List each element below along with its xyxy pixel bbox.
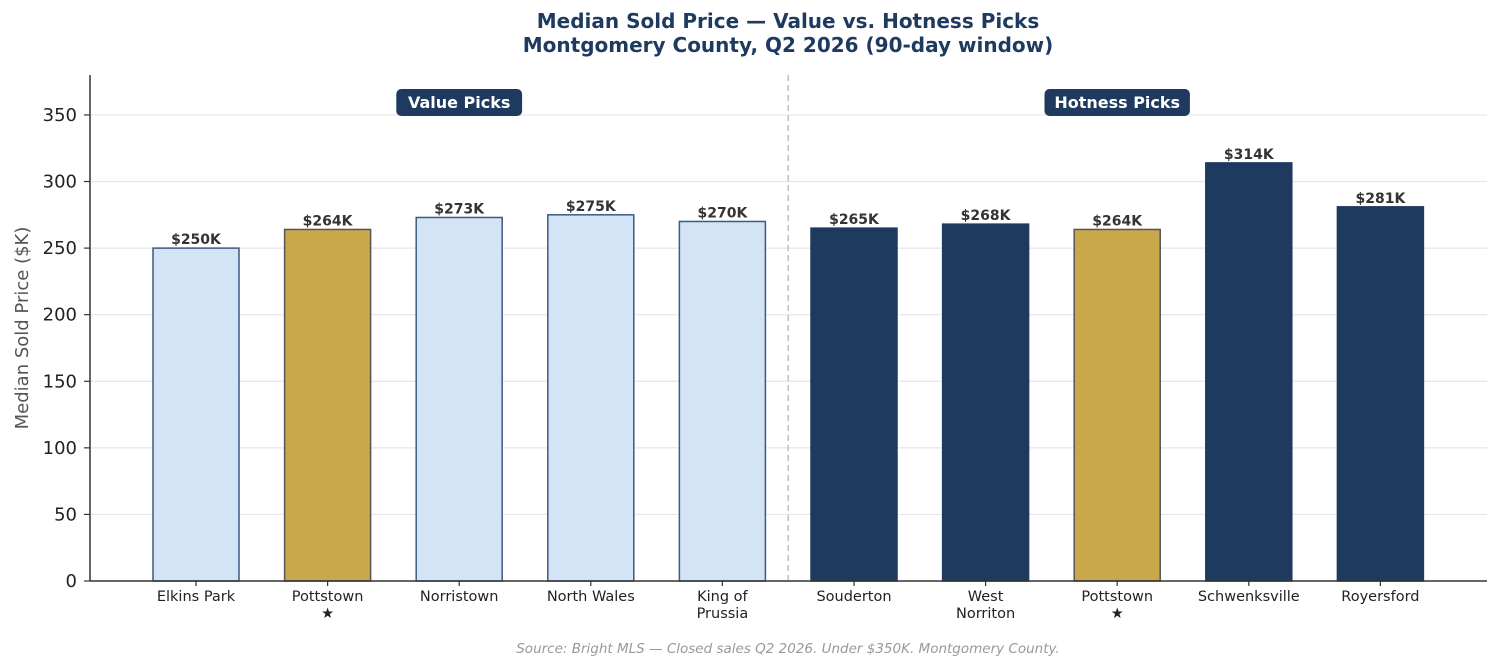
group-badge-hotness-picks-bg [1044,89,1190,116]
x-tick-label: Pottstown [292,589,364,605]
labels: 0 50 100 150 200 250 300 350 Value Picks Hotness … [43,89,1420,622]
bar [941,223,1030,582]
chart-title-line-2: Montgomery County, Q2 2026 (90-day windo… [523,33,1054,57]
y-tick-label: 200 [43,305,77,326]
bar [678,220,767,582]
group-badge-hotness-picks-label: Hotness Picks [1054,93,1180,112]
data-label: $264K [303,213,354,229]
y-tick-label: 300 [43,172,77,193]
y-axis-label: Median Sold Price ($K) [12,227,33,430]
data-label: $281K [1355,191,1406,207]
x-tick-label: Pottstown [1081,589,1153,605]
group-badge-value-picks: Value Picks [396,89,523,116]
x-tick-label: North Wales [547,589,635,605]
bar [1205,162,1293,582]
data-label: $273K [434,201,485,217]
bar [1336,206,1425,582]
data-label: $250K [171,232,222,248]
x-tick-label: West [968,589,1004,605]
bar [1073,228,1161,582]
y-tick-label: 150 [43,371,77,392]
x-tick-label: Schwenksville [1198,589,1300,605]
bar [152,247,240,582]
data-label: $268K [961,208,1012,224]
x-tick-label: ★ [1111,606,1124,622]
y-tick-label: 350 [43,105,77,126]
bar [283,228,372,582]
y-tick-label: 100 [43,438,77,459]
x-tick-label: Norristown [420,589,499,605]
y-tick-label: 50 [54,504,77,525]
x-tick-label: Royersford [1341,589,1419,605]
data-label: $265K [829,212,880,228]
y-tick-label: 0 [66,571,77,592]
axes [84,75,1487,586]
data-label: $314K [1224,147,1275,163]
bar [547,214,635,582]
bar [810,227,898,582]
x-tick-label: ★ [321,606,334,622]
x-tick-label: Norriton [956,606,1015,622]
group-badge-value-picks-label: Value Picks [408,93,510,112]
x-tick-label: Souderton [816,589,891,605]
bars [152,162,1425,582]
group-badge-value-picks-bg [396,89,523,116]
bar [415,216,503,582]
data-label: $275K [566,199,617,215]
chart-title-line-1: Median Sold Price — Value vs. Hotness Pi… [537,9,1040,33]
group-badge-hotness-picks: Hotness Picks [1044,89,1190,116]
y-tick-label: 250 [43,238,77,259]
x-tick-label: Elkins Park [157,589,236,605]
data-label: $264K [1092,213,1143,229]
x-tick-label: King of [697,589,748,605]
x-tick-label: Prussia [697,606,749,622]
source-note: Source: Bright MLS — Closed sales Q2 202… [516,641,1060,657]
data-label: $270K [697,205,748,221]
